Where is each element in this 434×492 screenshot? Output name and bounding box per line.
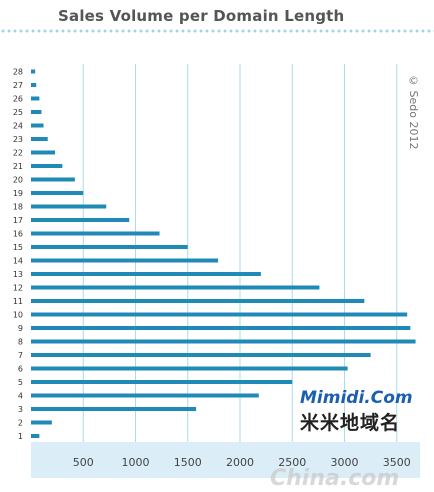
x-tick-label-2000: 2000 [226,456,254,469]
watermark-china: China.com [270,466,400,491]
category-label-12: 12 [13,284,23,293]
category-label-8: 8 [18,338,23,347]
bar-3 [31,407,197,411]
category-label-9: 9 [18,324,23,333]
bar-26 [31,96,40,101]
category-label-24: 24 [13,122,23,131]
bar-12 [31,285,320,290]
category-label-20: 20 [13,176,23,185]
watermark-site: Mimidi.Com [300,388,413,408]
bar-27 [31,83,37,87]
category-label-21: 21 [13,162,23,171]
x-tick-label-3500: 3500 [383,456,411,469]
bar-23 [31,137,48,141]
bar-25 [31,110,42,114]
category-label-26: 26 [13,95,23,104]
category-label-16: 16 [13,230,23,239]
category-label-10: 10 [13,311,23,320]
category-label-19: 19 [13,189,23,198]
watermark-site-cn: 米米地域名 [300,412,401,434]
bar-17 [31,218,130,222]
x-tick-label-1500: 1500 [174,456,202,469]
category-label-11: 11 [13,297,23,306]
category-label-15: 15 [13,243,23,252]
category-label-2: 2 [18,419,23,428]
x-tick-label-3000: 3000 [331,456,359,469]
category-label-27: 27 [13,81,23,90]
bar-4 [31,393,259,398]
bar-9 [31,326,411,330]
category-label-3: 3 [18,405,23,414]
bar-5 [31,380,293,384]
category-label-17: 17 [13,216,23,225]
category-label-22: 22 [13,149,23,158]
x-tick-label-500: 500 [73,456,94,469]
copyright-text: © Sedo 2012 [407,74,420,150]
category-label-18: 18 [13,203,23,212]
category-label-28: 28 [13,68,23,77]
bar-13 [31,272,261,276]
bar-16 [31,231,160,236]
category-label-7: 7 [18,351,23,360]
dotted-divider [0,28,434,34]
bar-18 [31,204,107,209]
bar-14 [31,258,219,263]
category-label-23: 23 [13,135,23,144]
bar-11 [31,299,365,303]
category-label-14: 14 [13,257,23,266]
bar-21 [31,164,63,168]
bar-15 [31,245,188,249]
x-axis-band [31,442,420,478]
category-label-6: 6 [18,365,23,374]
bar-20 [31,177,75,182]
bar-28 [31,69,36,74]
bar-2 [31,420,52,425]
category-label-1: 1 [18,432,23,441]
x-tick-label-2500: 2500 [278,456,306,469]
bar-22 [31,150,56,155]
x-tick-label-1000: 1000 [122,456,150,469]
bar-24 [31,123,44,128]
category-label-5: 5 [18,378,23,387]
chart-title: Sales Volume per Domain Length [58,7,345,25]
bar-8 [31,339,416,344]
bar-10 [31,312,408,317]
bar-7 [31,353,371,357]
category-label-4: 4 [18,392,23,401]
category-label-13: 13 [13,270,23,279]
bar-19 [31,191,84,195]
bar-6 [31,366,348,371]
category-label-25: 25 [13,108,23,117]
bar-1 [31,434,40,438]
